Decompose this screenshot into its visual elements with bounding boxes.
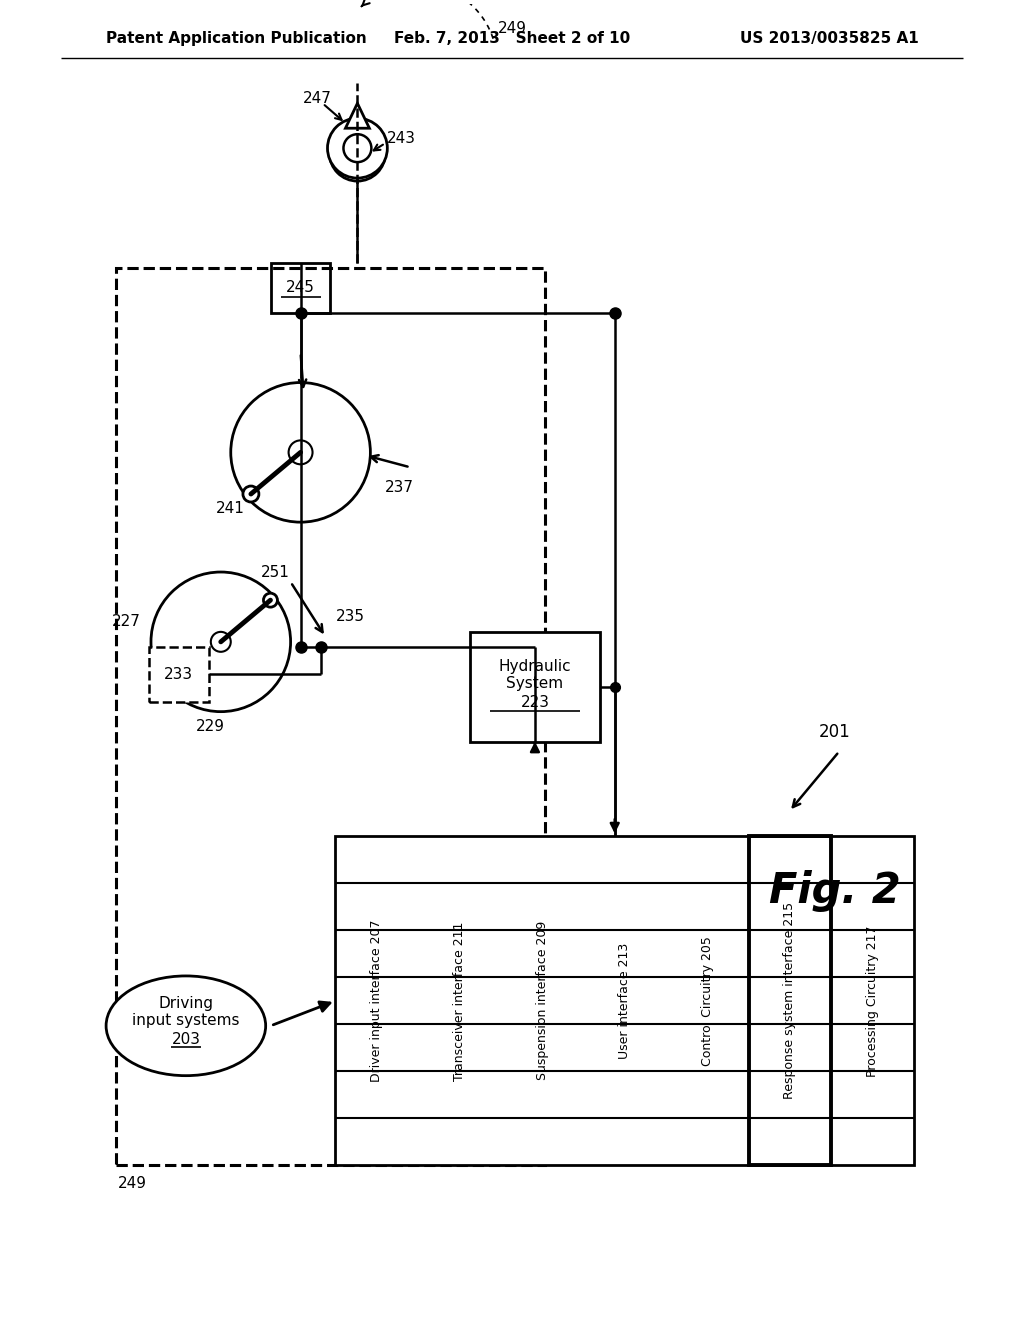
Text: Response system interface 215: Response system interface 215 [783,903,797,1100]
Text: Suspension interface 209: Suspension interface 209 [536,921,549,1081]
Text: 241: 241 [216,502,245,516]
Circle shape [230,383,371,523]
Polygon shape [345,103,370,128]
Bar [116,268,545,1166]
Bar [749,837,831,1166]
Text: 233: 233 [164,667,194,681]
Text: input systems: input systems [132,1014,240,1028]
Text: 227: 227 [112,614,141,630]
Circle shape [345,141,370,165]
Text: Processing Circuitry 217: Processing Circuitry 217 [866,925,879,1077]
Text: 245: 245 [286,280,315,296]
Circle shape [211,632,230,652]
Text: US 2013/0035825 A1: US 2013/0035825 A1 [740,30,919,46]
Circle shape [263,593,278,607]
Text: 223: 223 [520,696,550,710]
Text: 235: 235 [336,610,365,624]
Circle shape [151,572,291,711]
Bar [336,837,913,1166]
Circle shape [243,486,259,502]
Text: Patent Application Publication: Patent Application Publication [106,30,367,46]
Text: Driver input interface 207: Driver input interface 207 [371,920,383,1082]
Text: 249: 249 [498,21,527,36]
Bar [148,647,209,702]
Text: Feb. 7, 2013   Sheet 2 of 10: Feb. 7, 2013 Sheet 2 of 10 [394,30,630,46]
Text: Driving: Driving [159,997,213,1011]
Text: System: System [507,676,563,692]
Text: 251: 251 [261,565,290,579]
Text: 237: 237 [385,479,415,495]
Text: Control Circuitry 205: Control Circuitry 205 [700,936,714,1065]
Text: 247: 247 [302,91,332,106]
Text: Transceiver interface 211: Transceiver interface 211 [453,921,466,1081]
Text: User interface 213: User interface 213 [618,942,631,1059]
Text: 243: 243 [387,131,417,145]
Text: Hydraulic: Hydraulic [499,659,571,675]
Ellipse shape [106,975,265,1076]
Circle shape [343,135,372,162]
Bar [270,263,331,313]
Circle shape [289,441,312,465]
Bar [470,632,600,742]
Text: 229: 229 [197,719,225,734]
Circle shape [330,125,385,181]
Text: 203: 203 [171,1032,201,1047]
Text: Fig. 2: Fig. 2 [769,870,901,912]
Circle shape [328,119,387,178]
Text: 249: 249 [118,1176,147,1191]
Text: 201: 201 [819,722,851,741]
